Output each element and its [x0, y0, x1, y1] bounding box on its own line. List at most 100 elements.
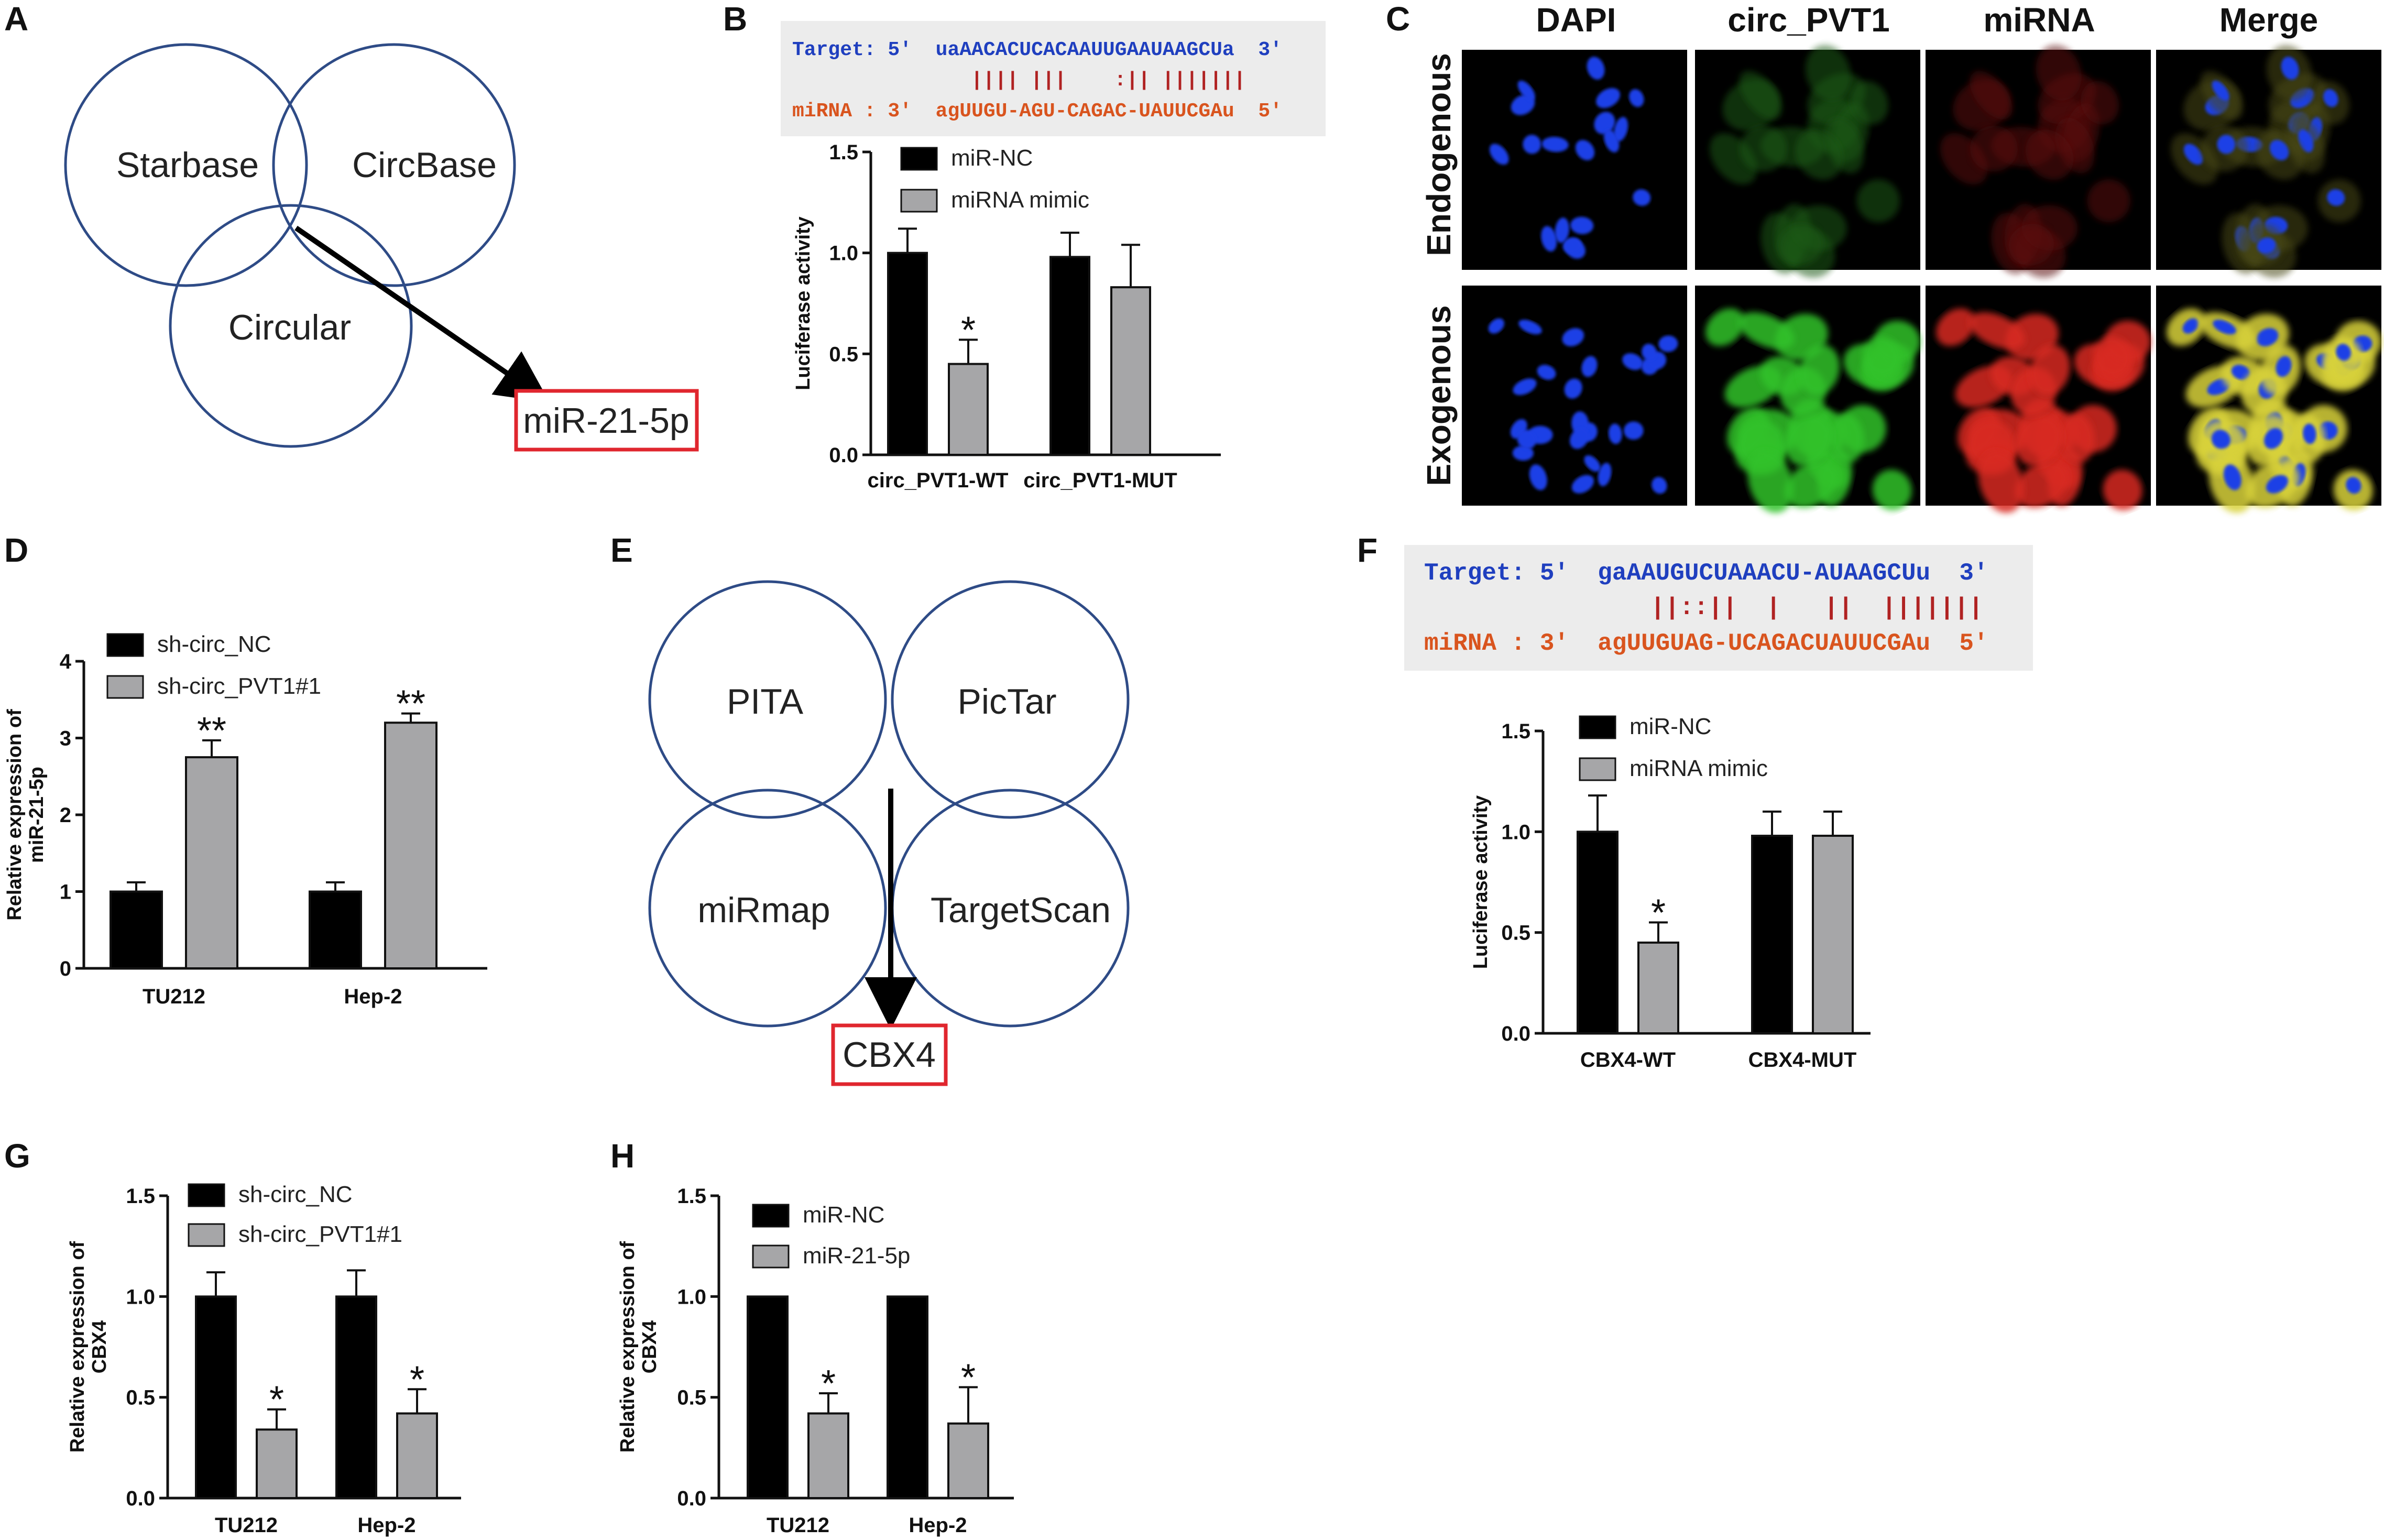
x-category-label: Hep-2	[909, 1514, 967, 1537]
row-header-exogenous: Exogenous	[1420, 305, 1458, 486]
y-tick-label: 2	[60, 804, 71, 827]
panel-c: C DAPI circ_PVT1 miRNA Merge Endogenous …	[1386, 0, 2381, 513]
panel-h-label: H	[610, 1137, 635, 1175]
panel-e-label: E	[610, 531, 633, 569]
y-tick-label: 0.0	[126, 1487, 155, 1510]
legend-label: sh-circ_PVT1#1	[157, 673, 321, 699]
bar	[309, 890, 362, 969]
bar	[1049, 256, 1090, 456]
x-category-label: circ_PVT1-MUT	[1023, 469, 1177, 492]
venn-label-pictar: PicTar	[958, 682, 1057, 722]
panel-b: B Target: 5' uaAACACUCACAAUUGAAUAAGCUa 3…	[723, 0, 1326, 492]
significance-marker: *	[269, 1379, 284, 1421]
bar	[195, 1295, 237, 1499]
significance-marker: *	[961, 1357, 976, 1399]
legend-swatch	[106, 633, 144, 657]
sequence-box	[781, 21, 1326, 136]
x-category-label: Hep-2	[344, 985, 402, 1008]
y-tick-label: 0.5	[829, 343, 858, 366]
legend-swatch	[1579, 715, 1616, 739]
bar	[1637, 941, 1679, 1035]
pairing-marks: |||| ||| :|| |||||||	[971, 69, 1246, 92]
x-category-label: circ_PVT1-WT	[868, 469, 1009, 492]
column-header-dapi: DAPI	[1536, 1, 1616, 39]
y-axis-label: Relative expression ofmiR-21-5p	[4, 709, 48, 921]
y-tick-label: 1.5	[829, 141, 858, 164]
chart-d: 0 1 2 3 4 Relative expression ofmiR-21-5p TU21…	[4, 631, 487, 1008]
micrograph-panel	[2156, 45, 2381, 278]
venn-label-targetscan: TargetScan	[931, 890, 1111, 930]
micrograph-grid	[1462, 45, 2381, 513]
legend-label: sh-circ_PVT1#1	[238, 1221, 402, 1247]
micrograph-panel	[1462, 50, 1687, 270]
column-header-mirna: miRNA	[1983, 1, 2095, 39]
y-axis-label: Relative expression ofCBX4	[67, 1241, 111, 1452]
legend-label: miR-NC	[951, 145, 1033, 171]
bar	[110, 890, 163, 969]
y-tick-label: 1.0	[126, 1285, 155, 1308]
chart-h: 0.0 0.5 1.0 1.5 Relative expression ofCBX4 TU…	[617, 1185, 1014, 1537]
micrograph-panel	[1462, 286, 1687, 506]
column-header-merge: Merge	[2219, 1, 2319, 39]
y-tick-label: 1.5	[677, 1185, 706, 1208]
panel-a: A Starbase CircBase Circular miR-21-5p	[4, 0, 699, 452]
significance-marker: *	[410, 1359, 424, 1401]
panel-f-label: F	[1357, 531, 1377, 569]
legend-label: miR-21-5p	[803, 1243, 910, 1269]
venn-label-starbase: Starbase	[116, 145, 259, 185]
legend-label: miR-NC	[803, 1202, 884, 1228]
venn-circle-circbase	[272, 43, 516, 287]
y-tick-label: 1.5	[1501, 720, 1530, 743]
mirna-sequence: miRNA : 3' agUUGUAG-UCAGACUAUUCGAu 5'	[1424, 630, 1988, 657]
venn-label-mirmap: miRmap	[697, 890, 830, 930]
venn-label-circbase: CircBase	[352, 145, 497, 185]
panel-h: H 0.0 0.5 1.0 1.5 Relative expression ofCBX4…	[610, 1137, 1014, 1537]
y-axis-label: Luciferase activity	[792, 216, 814, 390]
legend-swatch	[1579, 757, 1616, 781]
y-axis-label: Luciferase activity	[1470, 795, 1492, 969]
legend-label: miRNA mimic	[951, 187, 1089, 213]
chart-b: 0.0 0.5 1.0 1.5 Luciferase activity circ_PVT1…	[792, 141, 1221, 492]
y-tick-label: 1.5	[126, 1185, 155, 1208]
panel-b-label: B	[723, 0, 747, 38]
panel-d: D 0 1 2 3 4 Relative expression ofmiR-21-5p TU…	[4, 531, 487, 1008]
venn-circle-pictar	[891, 580, 1130, 819]
legend-label: sh-circ_NC	[157, 631, 271, 657]
bar	[384, 722, 438, 969]
bar	[887, 1295, 928, 1499]
chart-f: 0.0 0.5 1.0 1.5 Luciferase activity CBX4-WT CB…	[1470, 714, 1871, 1072]
micrograph-panel	[1926, 45, 2151, 278]
panel-c-label: C	[1386, 0, 1410, 38]
x-category-label: TU212	[215, 1514, 278, 1537]
bar	[887, 252, 928, 456]
result-box	[831, 1023, 948, 1086]
bar	[185, 756, 238, 969]
legend-label: miR-NC	[1630, 714, 1711, 739]
bar	[1577, 831, 1619, 1035]
legend-swatch	[752, 1244, 790, 1269]
y-tick-label: 0	[60, 957, 71, 980]
result-cbx4: CBX4	[843, 1035, 936, 1075]
significance-marker: **	[396, 683, 425, 725]
x-category-label: CBX4-MUT	[1748, 1048, 1857, 1072]
y-tick-label: 0.5	[126, 1386, 155, 1410]
bar	[747, 1295, 789, 1499]
panel-g-label: G	[4, 1137, 30, 1175]
micrograph-panel	[1695, 45, 1920, 278]
bar	[947, 1422, 989, 1499]
y-tick-label: 4	[60, 650, 72, 673]
target-sequence: Target: 5' gaAAUGUCUAAACU-AUAAGCUu 3'	[1424, 560, 1988, 587]
legend-swatch	[900, 189, 938, 213]
y-tick-label: 3	[60, 727, 71, 750]
y-tick-label: 0.0	[829, 444, 858, 467]
y-tick-label: 1.0	[677, 1285, 706, 1308]
significance-marker: **	[197, 710, 226, 752]
result-mir-21-5p: miR-21-5p	[523, 401, 689, 441]
micrograph-panel	[1926, 286, 2151, 513]
bar	[807, 1412, 849, 1499]
mirna-sequence: miRNA : 3' agUUGU-AGU-CAGAC-UAUUCGAu 5'	[792, 100, 1282, 123]
x-category-label: TU212	[143, 985, 205, 1008]
x-category-label: Hep-2	[357, 1514, 415, 1537]
sequence-box	[1404, 545, 2033, 671]
